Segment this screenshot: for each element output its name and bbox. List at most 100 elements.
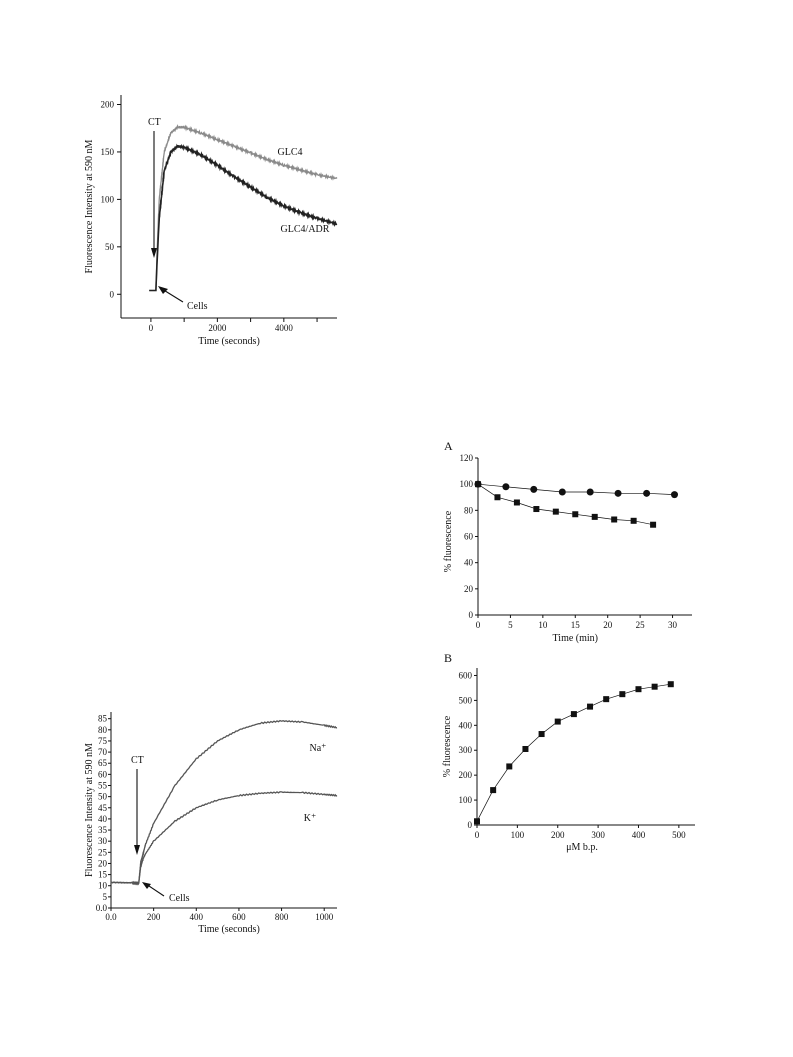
x-tick-label: 400 xyxy=(190,912,204,922)
y-tick-label: 20 xyxy=(98,858,108,868)
data-point-square xyxy=(619,691,626,698)
y-tick-label: 10 xyxy=(98,881,108,891)
data-point-square xyxy=(570,711,577,718)
x-tick-label: 30 xyxy=(668,620,678,630)
data-point-square xyxy=(522,745,529,752)
y-tick-label: 80 xyxy=(464,505,474,515)
cells-arrow xyxy=(161,288,184,303)
series-line-glc4 xyxy=(149,124,338,292)
y-axis-label: Fluorescence Intensity at 590 nM xyxy=(84,139,95,273)
y-tick-label: 300 xyxy=(459,745,473,755)
x-tick-label: 15 xyxy=(571,620,581,630)
panel-label-a: A xyxy=(444,439,453,453)
data-point-square xyxy=(538,731,545,738)
y-tick-label: 30 xyxy=(98,836,108,846)
x-axis-label: Time (min) xyxy=(553,633,598,644)
y-tick-label: 80 xyxy=(98,725,108,735)
y-tick-label: 20 xyxy=(464,584,474,594)
x-tick-label: 5 xyxy=(508,620,513,630)
data-point-square xyxy=(474,818,480,825)
data-point-square xyxy=(494,494,501,501)
data-point-square xyxy=(635,686,642,693)
x-tick-label: 20 xyxy=(603,620,613,630)
y-tick-label: 100 xyxy=(101,194,115,204)
y-tick-label: 400 xyxy=(459,720,473,730)
data-point-square xyxy=(572,511,579,518)
annotation-cells: Cells xyxy=(169,893,190,904)
y-tick-label: 100 xyxy=(459,795,473,805)
data-point-square xyxy=(611,516,618,523)
ct-arrowhead xyxy=(151,248,157,258)
data-point-square xyxy=(667,681,674,688)
y-tick-label: 45 xyxy=(98,803,108,813)
cells-arrow xyxy=(145,883,165,897)
data-point-square xyxy=(554,718,561,725)
series-line-na xyxy=(111,719,338,885)
y-tick-label: 5 xyxy=(103,892,108,902)
x-tick-label: 800 xyxy=(275,912,289,922)
panel-label-b: B xyxy=(444,651,452,665)
x-axis-label: μM b.p. xyxy=(566,842,598,853)
y-tick-label: 200 xyxy=(459,770,473,780)
x-tick-label: 200 xyxy=(551,830,565,840)
series-line-k xyxy=(110,791,338,886)
data-point-square xyxy=(630,517,637,524)
y-tick-label: 60 xyxy=(464,532,474,542)
data-point-circle xyxy=(586,488,594,496)
y-tick-label: 15 xyxy=(98,870,108,880)
x-tick-label: 0 xyxy=(476,620,481,630)
y-tick-label: 0.0 xyxy=(96,903,108,913)
x-tick-label: 200 xyxy=(147,912,161,922)
x-tick-label: 2000 xyxy=(208,323,227,333)
y-axis-label: % fluorescence xyxy=(442,715,453,777)
y-tick-label: 70 xyxy=(98,747,108,757)
y-tick-label: 60 xyxy=(98,769,108,779)
data-point-circle xyxy=(558,488,566,496)
annotation-ct: CT xyxy=(131,755,144,766)
y-tick-label: 0 xyxy=(110,289,115,299)
y-tick-label: 50 xyxy=(98,792,108,802)
series-label-na: Na⁺ xyxy=(310,743,327,754)
data-point-square xyxy=(533,506,540,513)
data-point-square xyxy=(650,521,657,528)
data-point-square xyxy=(651,683,658,690)
x-tick-label: 400 xyxy=(632,830,646,840)
data-point-circle xyxy=(670,491,678,499)
data-point-square xyxy=(506,763,513,770)
data-point-circle xyxy=(474,480,482,488)
y-axis-label: Fluorescence Intensity at 590 nM xyxy=(84,743,95,877)
data-point-circle xyxy=(614,489,622,497)
annotation-ct: CT xyxy=(148,117,161,128)
y-tick-label: 50 xyxy=(105,242,115,252)
x-tick-label: 100 xyxy=(511,830,525,840)
y-axis-label: % fluorescence xyxy=(443,510,454,572)
annotation-cells: Cells xyxy=(187,301,208,312)
y-tick-label: 0 xyxy=(468,820,473,830)
y-tick-label: 100 xyxy=(460,479,474,489)
x-tick-label: 10 xyxy=(538,620,548,630)
x-tick-label: 25 xyxy=(636,620,646,630)
y-tick-label: 200 xyxy=(101,99,115,109)
data-point-square xyxy=(475,481,481,488)
y-tick-label: 85 xyxy=(98,714,108,724)
data-point-square xyxy=(552,508,559,515)
data-point-circle xyxy=(530,485,538,493)
data-point-circle xyxy=(643,489,651,497)
data-point-square xyxy=(591,513,598,520)
x-tick-label: 0 xyxy=(475,830,480,840)
series-line-circle xyxy=(477,483,675,495)
y-tick-label: 40 xyxy=(98,814,108,824)
x-tick-label: 1000 xyxy=(315,912,334,922)
y-tick-label: 40 xyxy=(464,558,474,568)
y-tick-label: 55 xyxy=(98,781,108,791)
ct-arrowhead xyxy=(134,845,140,855)
data-point-circle xyxy=(502,483,510,491)
y-tick-label: 120 xyxy=(460,453,474,463)
x-axis-label: Time (seconds) xyxy=(198,336,260,347)
cells-arrowhead xyxy=(158,286,168,294)
y-tick-label: 75 xyxy=(98,736,108,746)
data-point-square xyxy=(513,499,520,506)
series-line-square xyxy=(477,483,654,526)
y-tick-label: 0 xyxy=(469,610,474,620)
